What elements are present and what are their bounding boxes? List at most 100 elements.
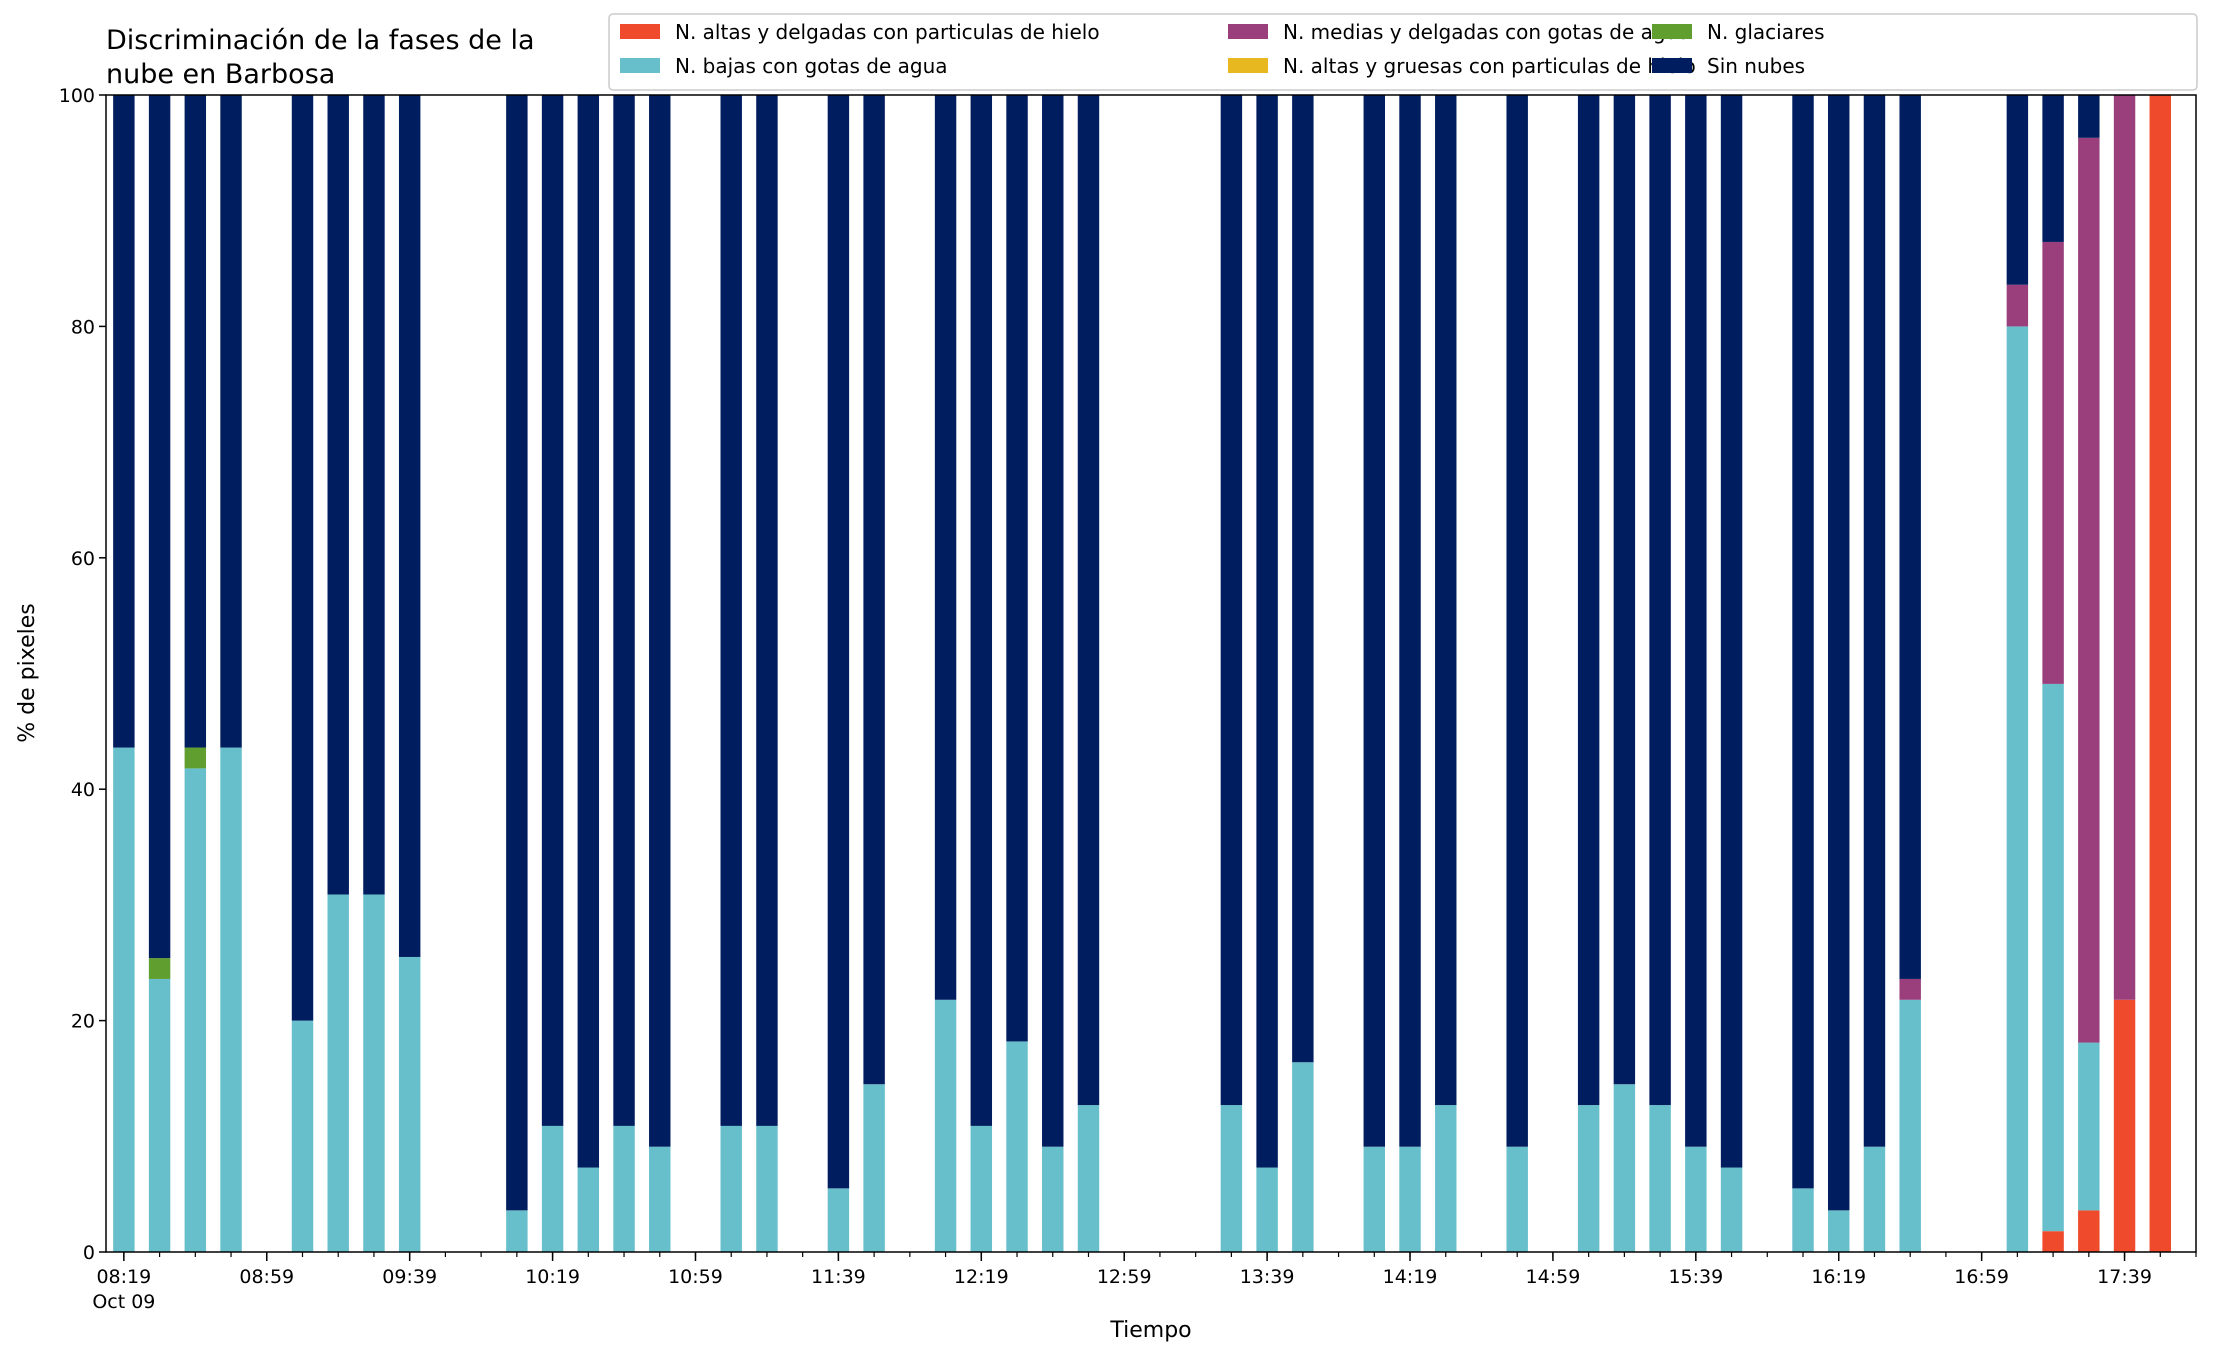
- bar-segment-1-s5: [148, 95, 171, 959]
- bar-segment-40-s4: [2078, 137, 2100, 1043]
- chart-title-line-2: nube en Barbosa: [106, 59, 335, 90]
- legend: N. altas y delgadas con particulas de hi…: [608, 13, 2198, 91]
- bar-segment-2-s5: [184, 95, 207, 748]
- bar-segment-34-s5: [1792, 95, 1814, 1189]
- y-tick-label-1: 20: [71, 1011, 95, 1033]
- bar-segment-38-s5: [2006, 95, 2029, 285]
- bar-segment-10-s5: [577, 95, 600, 1168]
- bar-segment-24-s2: [1292, 1062, 1314, 1252]
- y-axis-label: % de pixeles: [15, 603, 40, 742]
- x-tick-label-9: 14:19: [1383, 1266, 1438, 1288]
- legend-box: [608, 13, 2198, 91]
- bar-segment-26-s5: [1399, 95, 1421, 1147]
- x-tick-label-6: 12:19: [954, 1266, 1009, 1288]
- y-tick-label-0: 0: [83, 1242, 95, 1264]
- bar-segment-12-s5: [649, 95, 671, 1147]
- bar-segment-20-s2: [1042, 1146, 1064, 1252]
- bar-segment-38-s2: [2006, 326, 2029, 1252]
- bar-segment-28-s2: [1506, 1146, 1528, 1252]
- bar-segment-5-s5: [327, 95, 349, 895]
- bar-segment-7-s2: [398, 956, 421, 1252]
- bar-segment-37-s2: [1899, 999, 1921, 1252]
- bar-segment-29-s5: [1577, 95, 1600, 1106]
- bar-segment-21-s5: [1077, 95, 1100, 1106]
- bar-segment-13-s5: [720, 95, 742, 1126]
- bar-segment-26-s2: [1399, 1146, 1421, 1252]
- bar-segment-19-s2: [1006, 1041, 1028, 1252]
- bar-segment-27-s5: [1435, 95, 1457, 1106]
- legend-swatch-2: [620, 58, 660, 73]
- bar-segment-13-s2: [720, 1125, 742, 1252]
- bar-segment-4-s5: [291, 95, 314, 1021]
- x-axis: 08:19 08:59 09:39 10:19 10:59 11:39 12:19 12:59…: [92, 1252, 2197, 1313]
- legend-label-0: N. altas y delgadas con particulas de hi…: [675, 20, 1100, 44]
- bar-segment-3-s2: [220, 747, 242, 1252]
- bar-segment-30-s2: [1613, 1084, 1636, 1252]
- bar-segment-1-s2: [148, 978, 171, 1252]
- bar-segment-42-s0: [2149, 95, 2171, 1252]
- bar-segment-39-s2: [2042, 683, 2064, 1232]
- y-axis: 0 20 40 60 80 100: [59, 85, 106, 1264]
- bar-segment-40-s0: [2078, 1210, 2100, 1252]
- bar-segment-0-s5: [113, 95, 135, 748]
- bar-segment-23-s2: [1256, 1167, 1278, 1252]
- bar-segment-39-s4: [2042, 241, 2064, 684]
- bar-segment-30-s5: [1613, 95, 1636, 1085]
- bar-segment-2-s3: [184, 747, 207, 769]
- bar-segment-39-s5: [2042, 95, 2064, 242]
- bar-segment-22-s2: [1220, 1105, 1243, 1252]
- bar-segment-40-s2: [2078, 1042, 2100, 1211]
- bar-segment-25-s2: [1363, 1146, 1386, 1252]
- bar-stacks: [113, 95, 2171, 1252]
- x-tick-label-0: 08:19: [96, 1266, 151, 1288]
- bar-segment-10-s2: [577, 1167, 600, 1252]
- bar-segment-17-s5: [934, 95, 957, 1000]
- x-tick-label-8: 13:39: [1240, 1266, 1295, 1288]
- x-tick-label-12: 16:19: [1811, 1266, 1866, 1288]
- bar-segment-24-s5: [1292, 95, 1314, 1063]
- bar-segment-27-s2: [1435, 1105, 1457, 1252]
- bar-segment-39-s0: [2042, 1231, 2064, 1252]
- chart-title-line-1: Discriminación de la fases de la: [106, 25, 535, 56]
- bar-segment-34-s2: [1792, 1188, 1814, 1252]
- x-tick-label-10: 14:59: [1526, 1266, 1581, 1288]
- bar-segment-23-s5: [1256, 95, 1278, 1168]
- bar-segment-35-s5: [1828, 95, 1850, 1211]
- y-tick-label-3: 60: [71, 548, 95, 570]
- bar-segment-8-s2: [506, 1210, 528, 1252]
- legend-swatch-4: [1228, 24, 1268, 39]
- bar-segment-35-s2: [1828, 1210, 1850, 1252]
- bar-segment-31-s2: [1649, 1105, 1671, 1252]
- bar-segment-16-s5: [863, 95, 885, 1085]
- bar-segment-5-s2: [327, 894, 349, 1252]
- bar-segment-3-s5: [220, 95, 242, 748]
- y-tick-label-2: 40: [71, 779, 95, 801]
- legend-label-1: N. altas y gruesas con particulas de hie…: [1283, 54, 1696, 78]
- bar-segment-16-s2: [863, 1084, 885, 1252]
- bar-segment-22-s5: [1220, 95, 1243, 1106]
- legend-label-4: N. medias y delgadas con gotas de agua: [1283, 20, 1691, 44]
- bar-segment-8-s5: [506, 95, 528, 1211]
- bar-segment-32-s2: [1685, 1146, 1707, 1252]
- bar-segment-4-s2: [291, 1020, 314, 1252]
- bar-segment-38-s4: [2006, 284, 2029, 327]
- bar-segment-20-s5: [1042, 95, 1064, 1147]
- x-tick-label-2: 09:39: [382, 1266, 437, 1288]
- y-tick-label-4: 80: [71, 316, 95, 338]
- bar-segment-1-s3: [148, 958, 171, 979]
- bar-segment-9-s2: [541, 1125, 564, 1252]
- legend-label-5: Sin nubes: [1707, 54, 1805, 78]
- legend-label-3: N. glaciares: [1707, 20, 1825, 44]
- x-tick-label-5: 11:39: [811, 1266, 866, 1288]
- plot-frame: [105, 94, 2197, 1253]
- bar-segment-7-s5: [398, 95, 421, 957]
- x-tick-label-13: 16:59: [1954, 1266, 2009, 1288]
- bar-segment-15-s5: [827, 95, 850, 1189]
- bar-segment-29-s2: [1577, 1105, 1600, 1252]
- bar-segment-14-s2: [756, 1125, 778, 1252]
- bar-segment-21-s2: [1077, 1105, 1100, 1252]
- bar-segment-12-s2: [649, 1146, 671, 1252]
- x-axis-label: Tiempo: [1109, 1318, 1191, 1343]
- bar-segment-2-s2: [184, 768, 207, 1252]
